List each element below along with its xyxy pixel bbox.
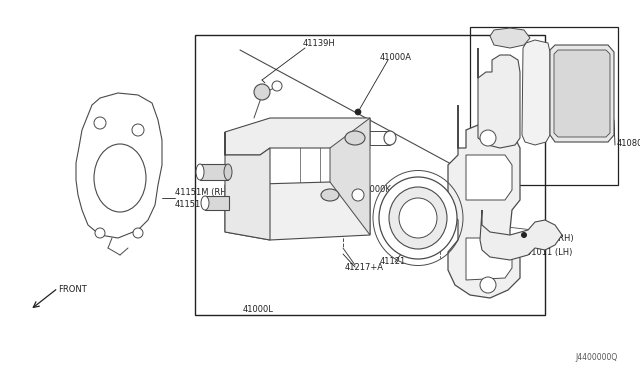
Circle shape: [355, 109, 361, 115]
Text: 43000K: 43000K: [359, 186, 391, 195]
Circle shape: [133, 228, 143, 238]
Bar: [470, 27, 618, 185]
Polygon shape: [554, 50, 610, 137]
Text: 41128: 41128: [230, 154, 257, 163]
Text: FRONT: FRONT: [58, 285, 87, 295]
Ellipse shape: [399, 198, 437, 238]
Text: 41000A: 41000A: [380, 52, 412, 61]
Text: 41080K: 41080K: [617, 138, 640, 148]
Ellipse shape: [389, 187, 447, 249]
Text: 41001 (RH): 41001 (RH): [526, 234, 573, 243]
Circle shape: [272, 81, 282, 91]
Polygon shape: [448, 105, 520, 298]
Text: 41011 (LH): 41011 (LH): [526, 247, 572, 257]
Ellipse shape: [379, 177, 457, 259]
Polygon shape: [466, 155, 512, 200]
Text: 41217+A: 41217+A: [345, 263, 384, 273]
Ellipse shape: [345, 131, 365, 145]
Polygon shape: [550, 45, 614, 142]
Text: J4400000Q: J4400000Q: [576, 353, 618, 362]
Circle shape: [254, 84, 270, 100]
Text: 41217: 41217: [345, 144, 371, 153]
Bar: [205, 196, 229, 210]
Polygon shape: [330, 118, 370, 235]
Polygon shape: [76, 93, 162, 238]
Polygon shape: [466, 238, 512, 280]
Polygon shape: [478, 48, 520, 148]
Ellipse shape: [224, 164, 232, 180]
Text: 41000L: 41000L: [243, 305, 273, 314]
Ellipse shape: [321, 189, 339, 201]
Text: 41121: 41121: [380, 257, 406, 266]
Polygon shape: [480, 210, 562, 260]
Polygon shape: [490, 28, 530, 48]
Bar: [195, 35, 545, 315]
Polygon shape: [225, 132, 270, 240]
Ellipse shape: [384, 131, 396, 145]
Ellipse shape: [94, 144, 146, 212]
Text: 41139H: 41139H: [303, 39, 336, 48]
Ellipse shape: [201, 196, 209, 210]
Circle shape: [94, 117, 106, 129]
Circle shape: [480, 277, 496, 293]
Text: 41151M (RH): 41151M (RH): [175, 187, 230, 196]
Circle shape: [480, 130, 496, 146]
Text: 41151MA(LH): 41151MA(LH): [175, 201, 232, 209]
Ellipse shape: [352, 189, 364, 201]
Polygon shape: [225, 182, 370, 240]
Bar: [200, 164, 228, 180]
Polygon shape: [522, 40, 550, 145]
Polygon shape: [225, 118, 370, 155]
Ellipse shape: [196, 164, 204, 180]
Circle shape: [95, 228, 105, 238]
Circle shape: [522, 232, 527, 237]
Circle shape: [132, 124, 144, 136]
